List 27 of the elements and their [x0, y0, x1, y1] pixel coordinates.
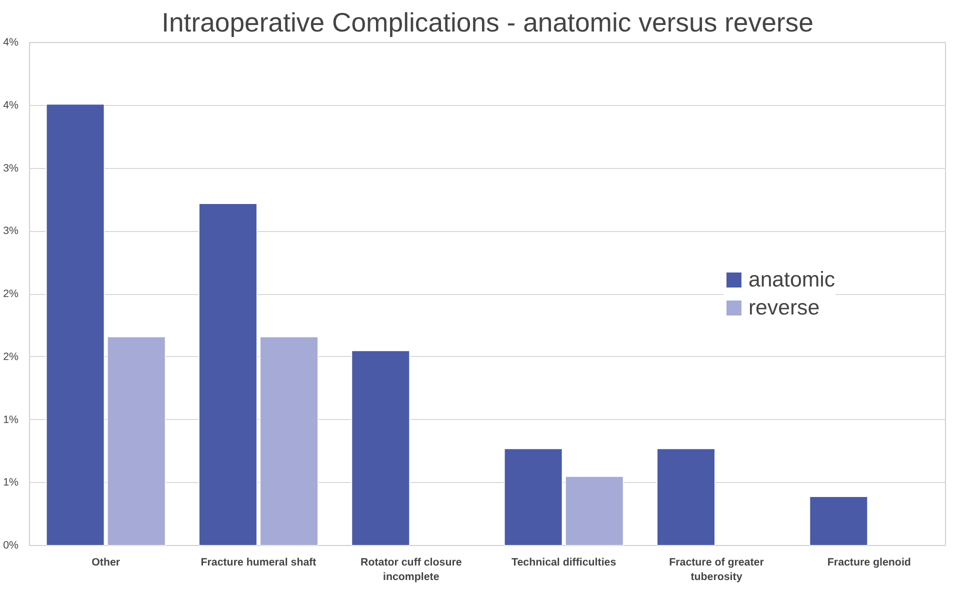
bar — [106, 336, 166, 546]
chart-title: Intraoperative Complications - anatomic versus reverse — [162, 8, 814, 38]
bar — [504, 448, 563, 546]
x-tick-label: Technical difficulties — [512, 556, 616, 568]
x-tick-label: Fracture of greater tuberosity — [669, 556, 764, 583]
y-tick-label: 3% — [3, 225, 20, 238]
bar — [198, 202, 258, 546]
y-tick-label: 4% — [3, 36, 20, 48]
x-tick-label: Fracture humeral shaft — [200, 556, 317, 568]
y-tick-label: 4% — [3, 99, 20, 112]
y-tick-label: 1% — [3, 476, 20, 489]
y-tick-label: 2% — [3, 350, 20, 363]
bar — [809, 496, 868, 546]
y-tick-label: 0% — [3, 540, 20, 552]
bar — [656, 448, 716, 546]
bar — [46, 104, 105, 546]
x-tick-label: Other — [92, 556, 120, 568]
bar — [351, 350, 410, 546]
legend-label: anatomic — [748, 267, 835, 292]
y-tick-label: 1% — [3, 414, 20, 426]
legend-label: reverse — [748, 295, 820, 320]
bar — [564, 476, 624, 546]
bar — [260, 336, 319, 546]
y-tick-label: 2% — [3, 288, 20, 300]
x-tick-label: Rotator cuff closure incomplete — [360, 556, 462, 583]
x-tick-label: Fracture glenoid — [827, 556, 911, 568]
y-tick-label: 3% — [3, 162, 20, 174]
